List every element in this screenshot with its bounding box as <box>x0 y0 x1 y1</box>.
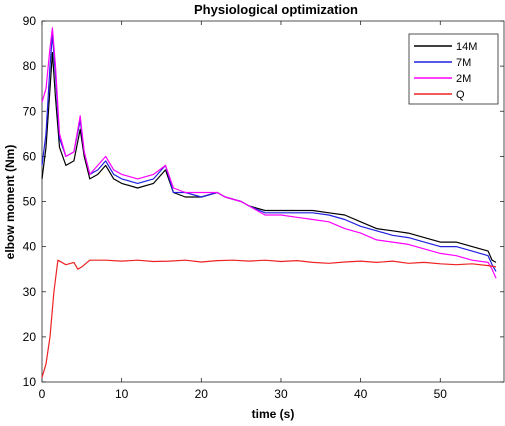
y-tick-label: 20 <box>23 330 37 344</box>
legend-label-14m: 14M <box>456 41 477 53</box>
legend-label-q: Q <box>456 89 465 101</box>
y-tick-label: 90 <box>23 14 37 28</box>
chart-title: Physiological optimization <box>194 2 358 17</box>
x-tick-label: 30 <box>274 387 288 401</box>
y-axis-label: elbow moment (Nm) <box>3 145 17 260</box>
y-tick-label: 30 <box>23 285 37 299</box>
x-tick-label: 0 <box>39 387 46 401</box>
legend-label-2m: 2M <box>456 73 471 85</box>
y-tick-label: 80 <box>23 59 37 73</box>
series-lines <box>41 27 497 378</box>
legend-label-7m: 7M <box>456 57 471 69</box>
legend: 14M 7M 2M Q <box>408 33 499 105</box>
x-tick-label: 10 <box>115 387 129 401</box>
x-tick-label: 50 <box>434 387 448 401</box>
y-tick-label: 50 <box>23 195 37 209</box>
series-line-q <box>41 259 497 378</box>
x-tick-label: 20 <box>195 387 209 401</box>
y-axis: 10 20 30 40 50 60 70 80 90 <box>23 14 504 389</box>
y-tick-label: 70 <box>23 104 37 118</box>
y-tick-label: 60 <box>23 149 37 163</box>
x-tick-label: 40 <box>354 387 368 401</box>
x-axis: 0 10 20 30 40 50 <box>39 21 448 401</box>
y-tick-label: 10 <box>23 375 37 389</box>
y-tick-label: 40 <box>23 240 37 254</box>
x-axis-label: time (s) <box>252 407 295 421</box>
series-line-2m <box>41 27 497 279</box>
